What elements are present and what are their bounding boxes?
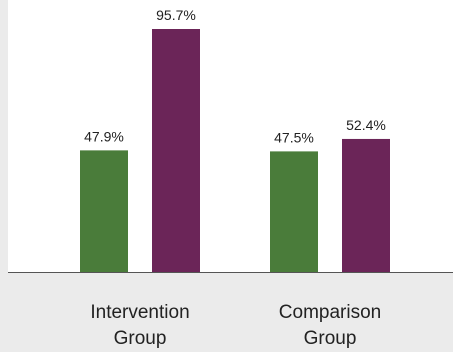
- value-label-series2-cat2: 52.4%: [346, 117, 386, 133]
- bar-series2-cat2: [342, 138, 390, 272]
- category-label-line: Group: [114, 328, 167, 349]
- category-label-line: Intervention: [90, 302, 189, 323]
- bar-series1-cat1: [80, 150, 128, 272]
- bars-layer: [80, 29, 390, 272]
- value-label-series1-cat2: 47.5%: [274, 129, 314, 145]
- bar-series1-cat2: [270, 151, 318, 272]
- category-label-line: Comparison: [279, 302, 381, 323]
- category-label-line: Group: [304, 328, 357, 349]
- value-labels-layer: 47.9% 47.5% 95.7% 52.4%: [84, 7, 386, 145]
- category-label-1: Intervention Group: [90, 302, 189, 349]
- value-label-series1-cat1: 47.9%: [84, 128, 124, 144]
- value-label-series2-cat1: 95.7%: [156, 7, 196, 23]
- category-labels-layer: Intervention Group Comparison Group: [90, 302, 381, 349]
- category-label-2: Comparison Group: [279, 302, 381, 349]
- bar-series2-cat1: [152, 29, 200, 272]
